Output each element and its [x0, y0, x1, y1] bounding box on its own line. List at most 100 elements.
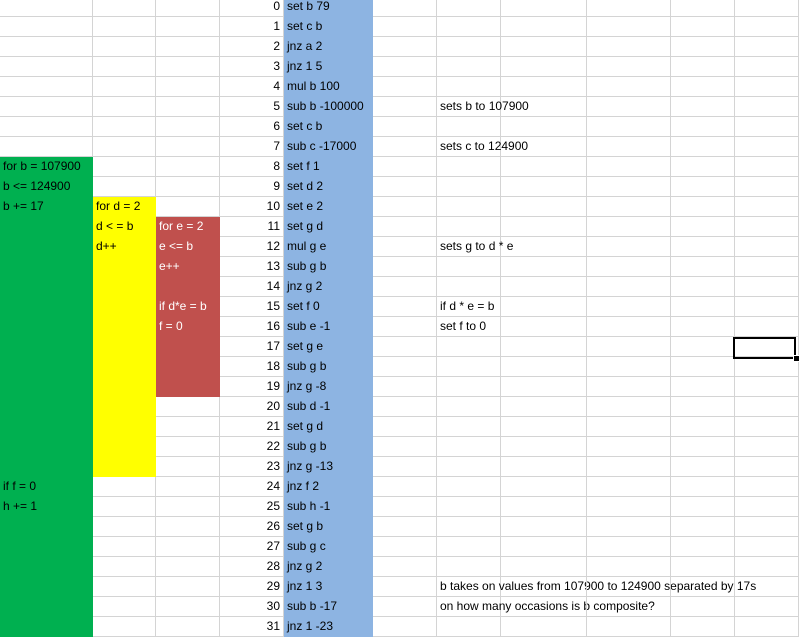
cell-a[interactable] [0, 297, 93, 317]
cell-cmd[interactable]: jnz f 2 [284, 477, 373, 497]
cell-b[interactable] [93, 97, 156, 117]
cell-n[interactable]: 29 [220, 577, 284, 597]
cell-cmd[interactable]: set c b [284, 17, 373, 37]
cell-c[interactable] [156, 157, 220, 177]
cell-note[interactable] [437, 397, 501, 417]
cell-c[interactable] [156, 457, 220, 477]
cell-b[interactable] [93, 257, 156, 277]
cell-a[interactable] [0, 377, 93, 397]
cell-x1[interactable] [373, 457, 437, 477]
cell-note[interactable] [437, 77, 501, 97]
cell-a[interactable] [0, 237, 93, 257]
cell-x1[interactable] [373, 137, 437, 157]
cell-x5[interactable] [735, 157, 799, 177]
cell-x5[interactable] [735, 257, 799, 277]
cell-b[interactable]: d++ [93, 237, 156, 257]
cell-a[interactable]: h += 1 [0, 497, 93, 517]
cell-note[interactable] [437, 157, 501, 177]
cell-b[interactable] [93, 297, 156, 317]
cell-x5[interactable] [735, 317, 799, 337]
cell-a[interactable] [0, 557, 93, 577]
cell-x2[interactable] [501, 377, 587, 397]
cell-a[interactable] [0, 257, 93, 277]
cell-x1[interactable] [373, 617, 437, 637]
cell-x5[interactable] [735, 0, 799, 17]
cell-x4[interactable] [671, 137, 735, 157]
cell-cmd[interactable]: sub g b [284, 437, 373, 457]
cell-a[interactable] [0, 97, 93, 117]
cell-x4[interactable] [671, 337, 735, 357]
cell-x3[interactable] [587, 377, 671, 397]
cell-note[interactable] [437, 537, 501, 557]
cell-note[interactable] [437, 257, 501, 277]
fill-handle[interactable] [793, 355, 799, 362]
cell-x2[interactable] [501, 237, 587, 257]
cell-a[interactable] [0, 117, 93, 137]
cell-x2[interactable] [501, 297, 587, 317]
cell-note[interactable] [437, 57, 501, 77]
cell-n[interactable]: 6 [220, 117, 284, 137]
cell-cmd[interactable]: set b 79 [284, 0, 373, 17]
cell-cmd[interactable]: jnz g -13 [284, 457, 373, 477]
cell-c[interactable]: for e = 2 [156, 217, 220, 237]
cell-b[interactable] [93, 477, 156, 497]
cell-x1[interactable] [373, 117, 437, 137]
cell-c[interactable] [156, 57, 220, 77]
cell-c[interactable] [156, 197, 220, 217]
cell-x3[interactable] [587, 237, 671, 257]
cell-n[interactable]: 21 [220, 417, 284, 437]
cell-x4[interactable] [671, 377, 735, 397]
cell-x3[interactable] [587, 397, 671, 417]
cell-a[interactable] [0, 517, 93, 537]
cell-c[interactable] [156, 0, 220, 17]
cell-x2[interactable] [501, 577, 587, 597]
cell-x2[interactable] [501, 417, 587, 437]
cell-x1[interactable] [373, 157, 437, 177]
cell-c[interactable] [156, 77, 220, 97]
cell-note[interactable]: if d * e = b [437, 297, 501, 317]
cell-x1[interactable] [373, 0, 437, 17]
cell-x5[interactable] [735, 457, 799, 477]
cell-x2[interactable] [501, 557, 587, 577]
cell-cmd[interactable]: mul g e [284, 237, 373, 257]
cell-x3[interactable] [587, 97, 671, 117]
cell-n[interactable]: 23 [220, 457, 284, 477]
cell-cmd[interactable]: sub h -1 [284, 497, 373, 517]
cell-c[interactable] [156, 17, 220, 37]
cell-b[interactable] [93, 377, 156, 397]
cell-x1[interactable] [373, 557, 437, 577]
cell-x1[interactable] [373, 17, 437, 37]
cell-c[interactable] [156, 517, 220, 537]
cell-x4[interactable] [671, 0, 735, 17]
cell-x4[interactable] [671, 277, 735, 297]
cell-x5[interactable] [735, 517, 799, 537]
cell-note[interactable] [437, 0, 501, 17]
cell-a[interactable] [0, 457, 93, 477]
cell-x3[interactable] [587, 517, 671, 537]
cell-n[interactable]: 8 [220, 157, 284, 177]
cell-x1[interactable] [373, 217, 437, 237]
cell-cmd[interactable]: sub b -100000 [284, 97, 373, 117]
cell-x5[interactable] [735, 117, 799, 137]
cell-c[interactable] [156, 337, 220, 357]
cell-note[interactable] [437, 457, 501, 477]
cell-a[interactable] [0, 317, 93, 337]
cell-c[interactable] [156, 177, 220, 197]
cell-x1[interactable] [373, 397, 437, 417]
cell-c[interactable] [156, 117, 220, 137]
cell-b[interactable] [93, 77, 156, 97]
cell-x5[interactable] [735, 497, 799, 517]
cell-n[interactable]: 22 [220, 437, 284, 457]
cell-note[interactable] [437, 497, 501, 517]
cell-cmd[interactable]: set g b [284, 517, 373, 537]
cell-note[interactable] [437, 617, 501, 637]
cell-b[interactable] [93, 117, 156, 137]
cell-x4[interactable] [671, 237, 735, 257]
cell-n[interactable]: 3 [220, 57, 284, 77]
cell-a[interactable] [0, 577, 93, 597]
cell-x3[interactable] [587, 417, 671, 437]
cell-note[interactable]: sets c to 124900 [437, 137, 528, 157]
cell-x5[interactable] [735, 57, 799, 77]
cell-cmd[interactable]: jnz a 2 [284, 37, 373, 57]
cell-x1[interactable] [373, 277, 437, 297]
